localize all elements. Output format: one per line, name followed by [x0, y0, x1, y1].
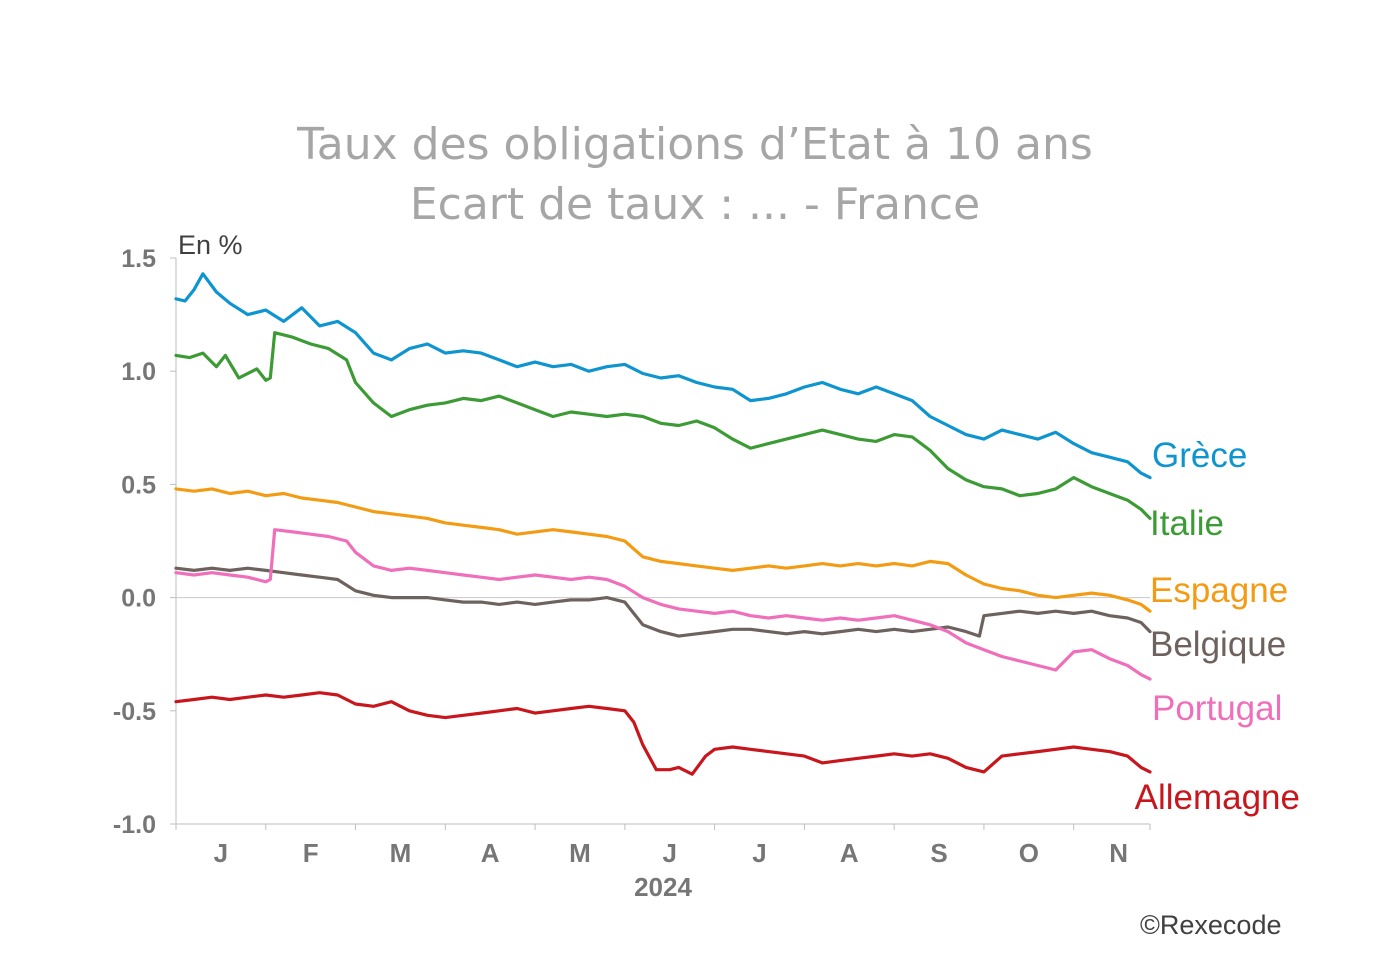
- chart-subtitle: Ecart de taux : ... - France: [409, 179, 981, 230]
- x-tick-label-month: J: [752, 838, 766, 868]
- y-tick-label: 0.0: [121, 585, 156, 613]
- series-line-espagne: [174, 487, 1152, 613]
- series-label: Portugal: [1152, 689, 1282, 728]
- y-tick-label: 1.0: [121, 358, 156, 386]
- series-line-grce: [174, 272, 1152, 480]
- series-label: Belgique: [1150, 625, 1286, 664]
- y-tick-label: -0.5: [113, 698, 156, 726]
- x-axis-year-label: 2024: [634, 872, 692, 902]
- axes: 1.5 1.0 0.5 0.0 -0.5 -1.0 En % J F M A M J J A S O N 2024: [113, 230, 1151, 902]
- series-labels: Grèce Italie Espagne Belgique Portugal Allema…: [1135, 436, 1300, 817]
- series-line-portugal: [174, 528, 1152, 681]
- copyright-notice: ©Rexecode: [1140, 910, 1282, 940]
- series-line-belgique: [174, 566, 1152, 638]
- x-tick-label-month: J: [662, 838, 676, 868]
- series-label: Allemagne: [1135, 778, 1300, 817]
- y-tick-label: 1.5: [121, 245, 156, 273]
- x-tick-label-month: S: [930, 838, 947, 868]
- y-axis-unit-label: En %: [178, 230, 243, 260]
- x-tick-label-month: J: [214, 838, 228, 868]
- chart-title: Taux des obligations d’Etat à 10 ans: [297, 119, 1093, 170]
- series-label: Espagne: [1150, 571, 1288, 610]
- x-tick-label-month: F: [303, 838, 319, 868]
- series-layer: [174, 272, 1152, 776]
- x-tick-label-month: O: [1019, 838, 1039, 868]
- x-tick-label-month: N: [1109, 838, 1128, 868]
- series-line-allemagne: [174, 691, 1152, 776]
- y-tick-label: -1.0: [113, 811, 156, 839]
- x-tick-label-month: A: [840, 838, 859, 868]
- series-label: Grèce: [1152, 436, 1247, 475]
- y-tick-label: 0.5: [121, 471, 156, 499]
- x-tick-label-month: M: [390, 838, 412, 868]
- x-tick-label-month: A: [481, 838, 500, 868]
- x-tick-label-month: M: [569, 838, 591, 868]
- series-line-italie: [174, 331, 1152, 521]
- series-label: Italie: [1150, 504, 1224, 543]
